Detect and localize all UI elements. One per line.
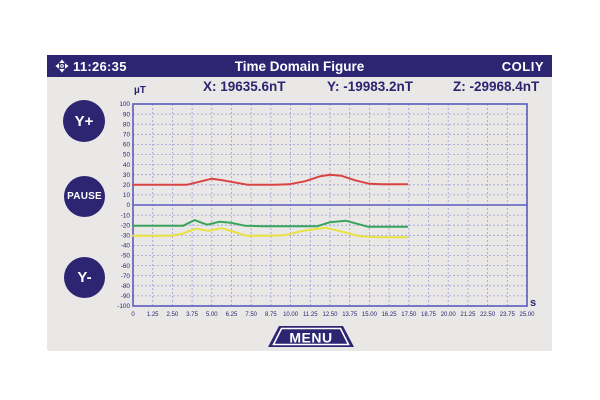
svg-text:70: 70 — [123, 132, 131, 139]
pause-button[interactable]: PAUSE — [64, 176, 105, 217]
svg-text:21.25: 21.25 — [460, 312, 476, 318]
svg-text:-70: -70 — [121, 273, 131, 280]
svg-text:0: 0 — [126, 202, 130, 209]
svg-text:3.75: 3.75 — [186, 312, 198, 318]
y-plus-button[interactable]: Y+ — [63, 100, 105, 142]
svg-text:100: 100 — [119, 101, 130, 108]
svg-text:22.50: 22.50 — [480, 312, 496, 318]
svg-text:-10: -10 — [121, 212, 131, 219]
brand-logo: COLIY — [501, 58, 544, 74]
svg-text:-40: -40 — [121, 243, 131, 250]
svg-text:11.25: 11.25 — [303, 312, 318, 318]
series-line-z — [132, 226, 409, 239]
svg-text:-50: -50 — [121, 253, 131, 260]
svg-text:30: 30 — [123, 172, 131, 179]
svg-text:23.75: 23.75 — [500, 312, 516, 318]
time-domain-chart: 100 90 80 70 60 50 40 30 20 10 0 -10 -20 -30 -40 -50 -60… — [103, 96, 563, 326]
svg-text:90: 90 — [123, 111, 131, 118]
navigate-cross-icon — [55, 59, 69, 73]
reading-y-value: Y: -19983.2nT — [327, 79, 414, 94]
svg-text:25.00: 25.00 — [519, 312, 535, 318]
svg-text:60: 60 — [123, 142, 131, 149]
svg-text:-30: -30 — [121, 233, 131, 240]
menu-trapezoid-shape — [268, 326, 354, 347]
svg-text:0: 0 — [131, 312, 135, 318]
svg-text:18.75: 18.75 — [421, 312, 437, 318]
series-line-x — [132, 173, 409, 186]
svg-text:-100: -100 — [117, 303, 130, 310]
menu-inner-outline — [272, 327, 350, 346]
svg-text:6.25: 6.25 — [226, 312, 238, 318]
svg-text:5.00: 5.00 — [206, 312, 218, 318]
svg-text:16.25: 16.25 — [382, 312, 398, 318]
titlebar: 11:26:35 Time Domain Figure COLIY — [47, 55, 552, 77]
series-line-y — [132, 219, 409, 228]
reading-z-value: Z: -29968.4nT — [453, 79, 540, 94]
svg-text:-60: -60 — [121, 263, 131, 270]
svg-text:80: 80 — [123, 121, 131, 128]
menu-button[interactable]: MENU — [268, 326, 354, 347]
svg-text:17.50: 17.50 — [401, 312, 417, 318]
svg-text:12.50: 12.50 — [322, 312, 338, 318]
titlebar-left: 11:26:35 — [55, 59, 127, 74]
svg-text:15.00: 15.00 — [362, 312, 378, 318]
svg-text:2.50: 2.50 — [167, 312, 179, 318]
clock-time: 11:26:35 — [73, 58, 127, 74]
svg-text:50: 50 — [123, 152, 131, 159]
svg-text:10.00: 10.00 — [283, 312, 299, 318]
svg-text:13.75: 13.75 — [342, 312, 358, 318]
y-axis-unit-label: µT — [134, 85, 146, 96]
svg-text:-80: -80 — [121, 283, 131, 290]
svg-text:-90: -90 — [121, 293, 131, 300]
svg-text:20: 20 — [123, 182, 131, 189]
svg-text:8.75: 8.75 — [265, 312, 277, 318]
svg-text:10: 10 — [123, 192, 131, 199]
svg-text:40: 40 — [123, 162, 131, 169]
y-minus-button[interactable]: Y- — [64, 257, 105, 298]
chart-plot-area: 1009080706050403020100-10-20-30-40-50-60… — [117, 101, 535, 318]
x-axis-unit-label: s — [530, 297, 537, 309]
svg-text:20.00: 20.00 — [441, 312, 457, 318]
svg-text:7.50: 7.50 — [245, 312, 257, 318]
menu-button-label: MENU — [289, 330, 332, 346]
device-screen: 11:26:35 Time Domain Figure COLIY X: 196… — [47, 55, 552, 351]
reading-x-value: X: 19635.6nT — [203, 79, 286, 94]
svg-text:1.25: 1.25 — [147, 312, 159, 318]
svg-text:-20: -20 — [121, 222, 131, 229]
